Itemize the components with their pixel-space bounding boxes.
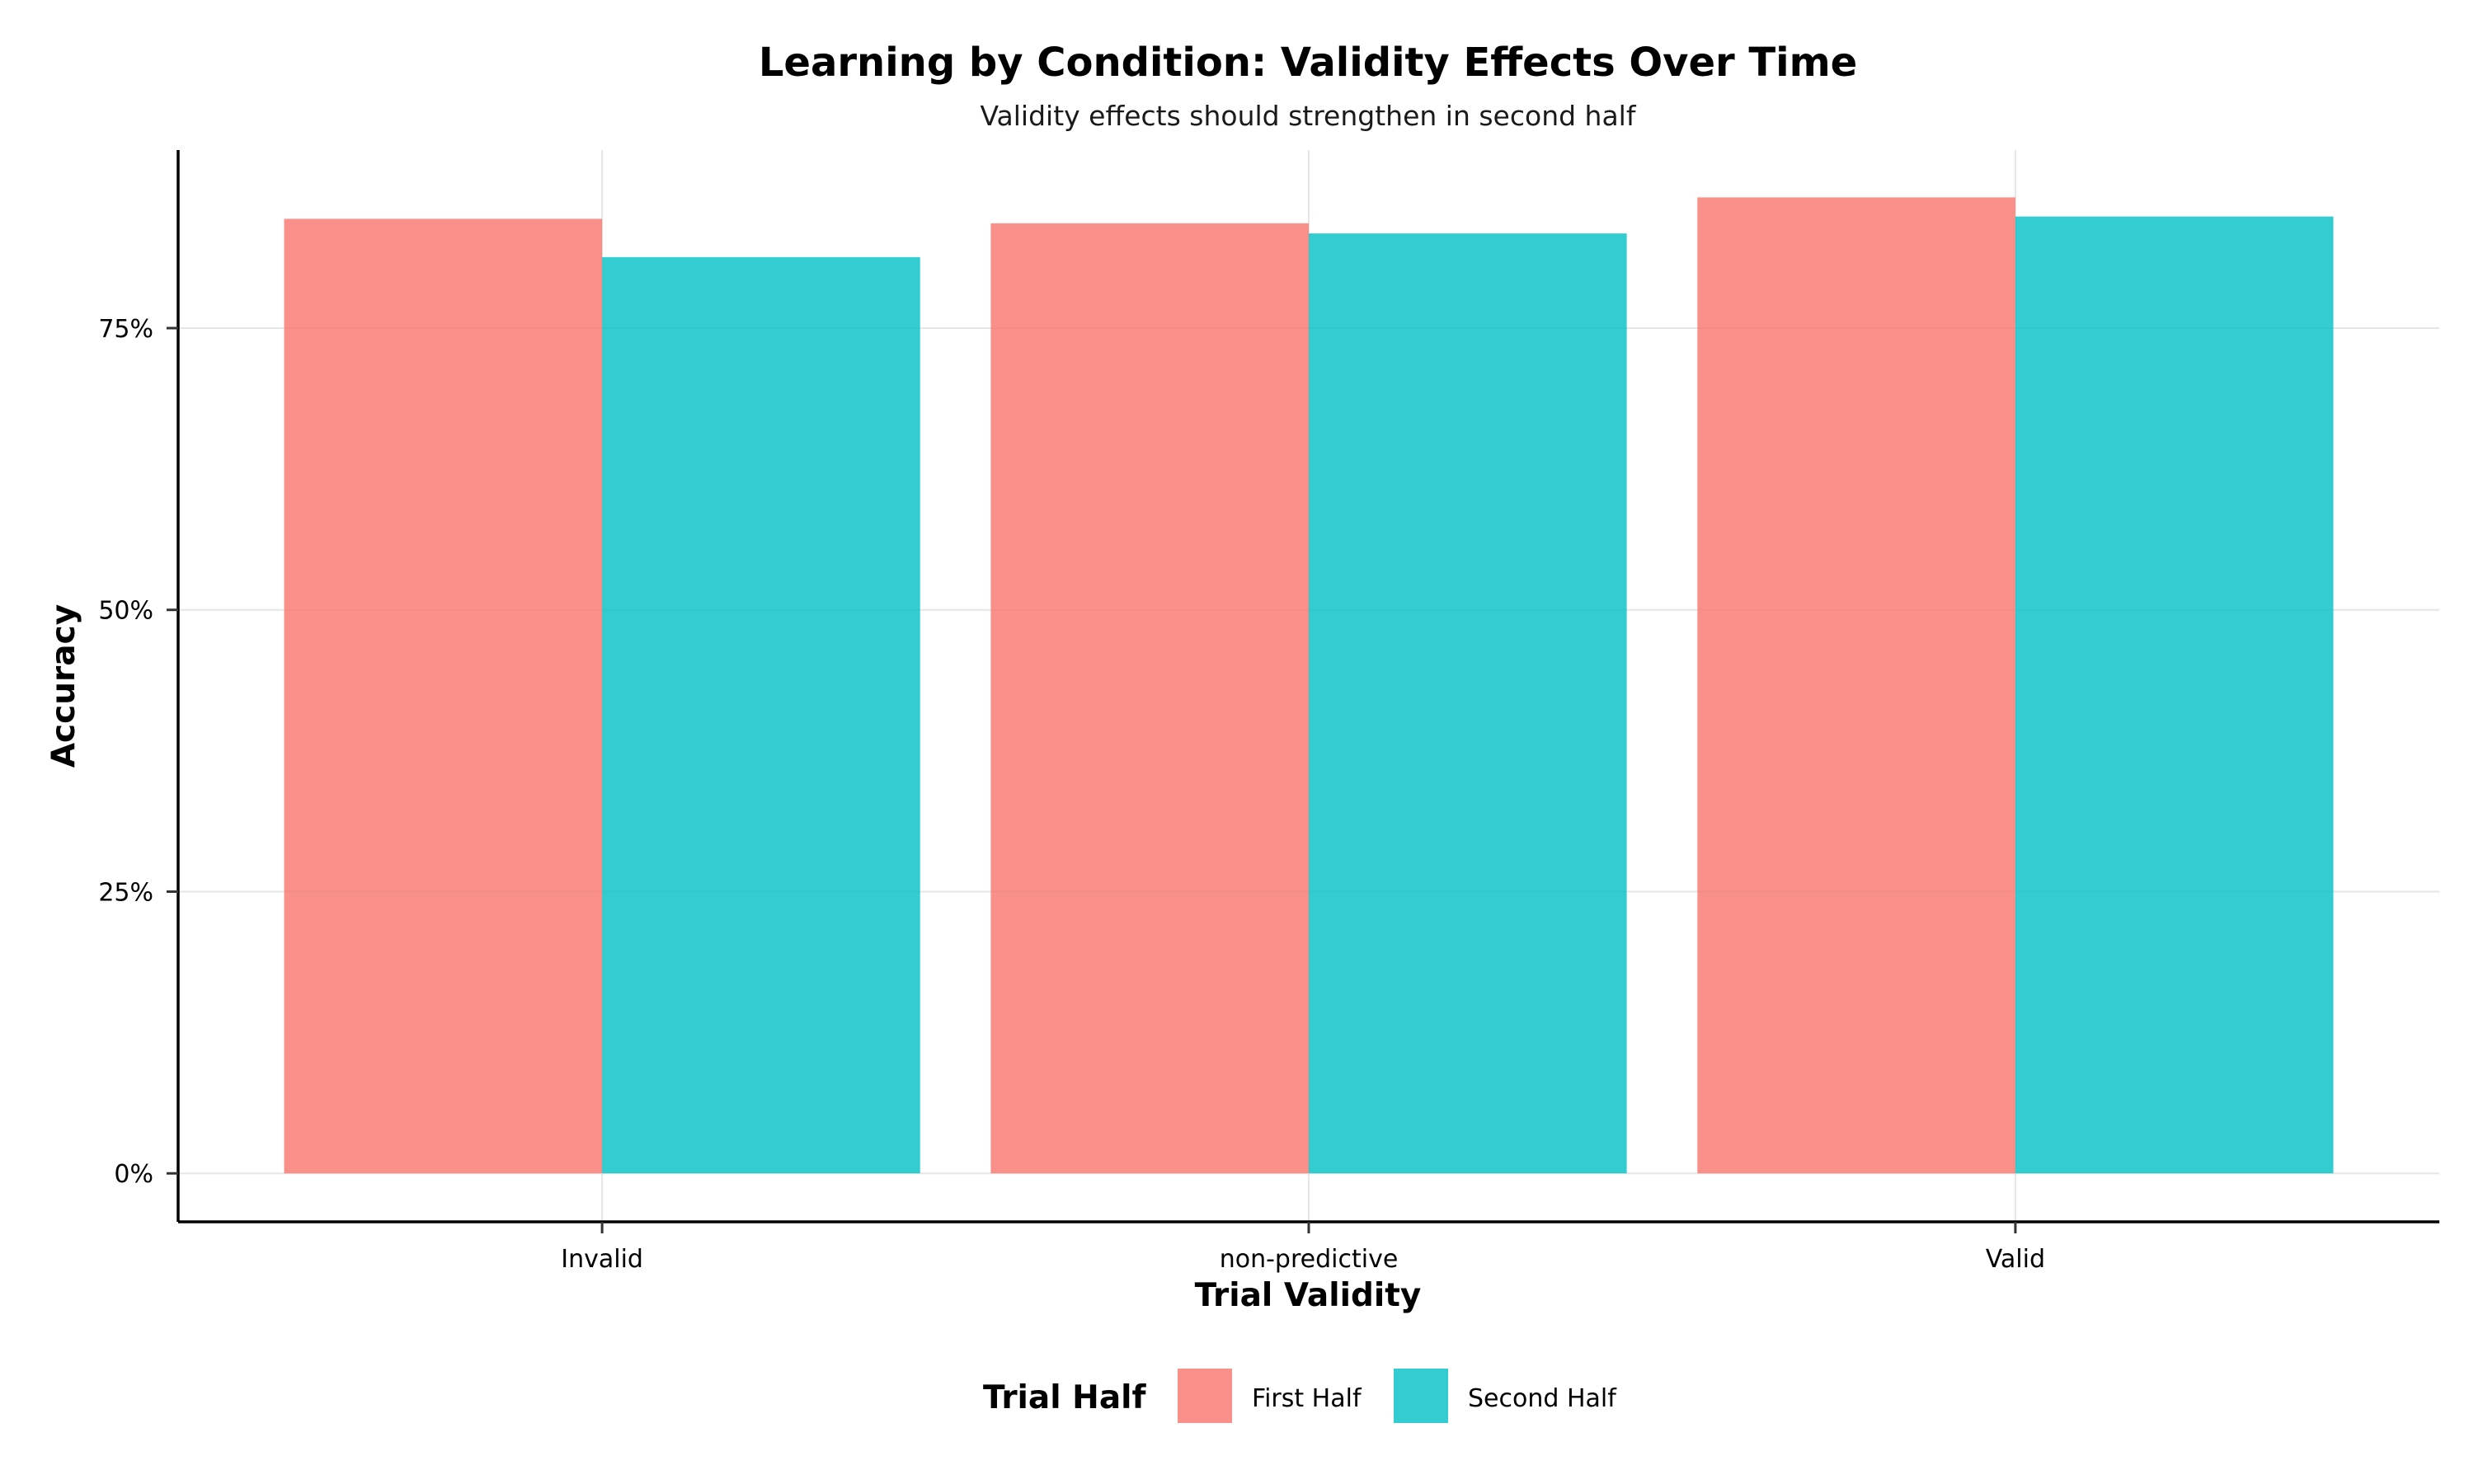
y-tick-label-2: 50%	[98, 597, 153, 626]
y-tick-label-0: 0%	[114, 1160, 153, 1189]
bar-second-half-invalid	[602, 256, 920, 1174]
legend-title: Trial Half	[983, 1379, 1147, 1416]
y-tick-label-3: 75%	[98, 315, 153, 344]
bar-second-half-valid	[2015, 216, 2334, 1174]
bar-first-half-non-predictive	[990, 223, 1309, 1174]
x-tick-label-invalid: Invalid	[561, 1245, 643, 1274]
bars	[284, 197, 2334, 1174]
legend-swatch-second-half	[1394, 1369, 1448, 1423]
x-tick-label-non-predictive: non-predictive	[1220, 1245, 1399, 1274]
y-tick-label-1: 25%	[98, 878, 153, 907]
bar-second-half-non-predictive	[1309, 233, 1627, 1174]
bar-first-half-invalid	[284, 218, 603, 1174]
x-tick-label-valid: Valid	[1986, 1245, 2045, 1274]
bar-first-half-valid	[1697, 197, 2015, 1174]
x-axis-ticks: Invalid non-predictive Valid	[561, 1222, 2045, 1274]
legend: Trial Half First Half Second Half	[983, 1369, 1617, 1423]
x-axis-title: Trial Validity	[1195, 1277, 1422, 1314]
legend-label-second-half: Second Half	[1468, 1384, 1617, 1413]
y-axis-ticks: 0% 25% 50% 75%	[98, 315, 178, 1189]
chart-title: Learning by Condition: Validity Effects …	[759, 40, 1857, 86]
chart-subtitle: Validity effects should strengthen in se…	[981, 100, 1637, 132]
y-axis-title: Accuracy	[45, 604, 82, 768]
legend-swatch-first-half	[1178, 1369, 1232, 1423]
legend-label-first-half: First Half	[1252, 1384, 1362, 1413]
